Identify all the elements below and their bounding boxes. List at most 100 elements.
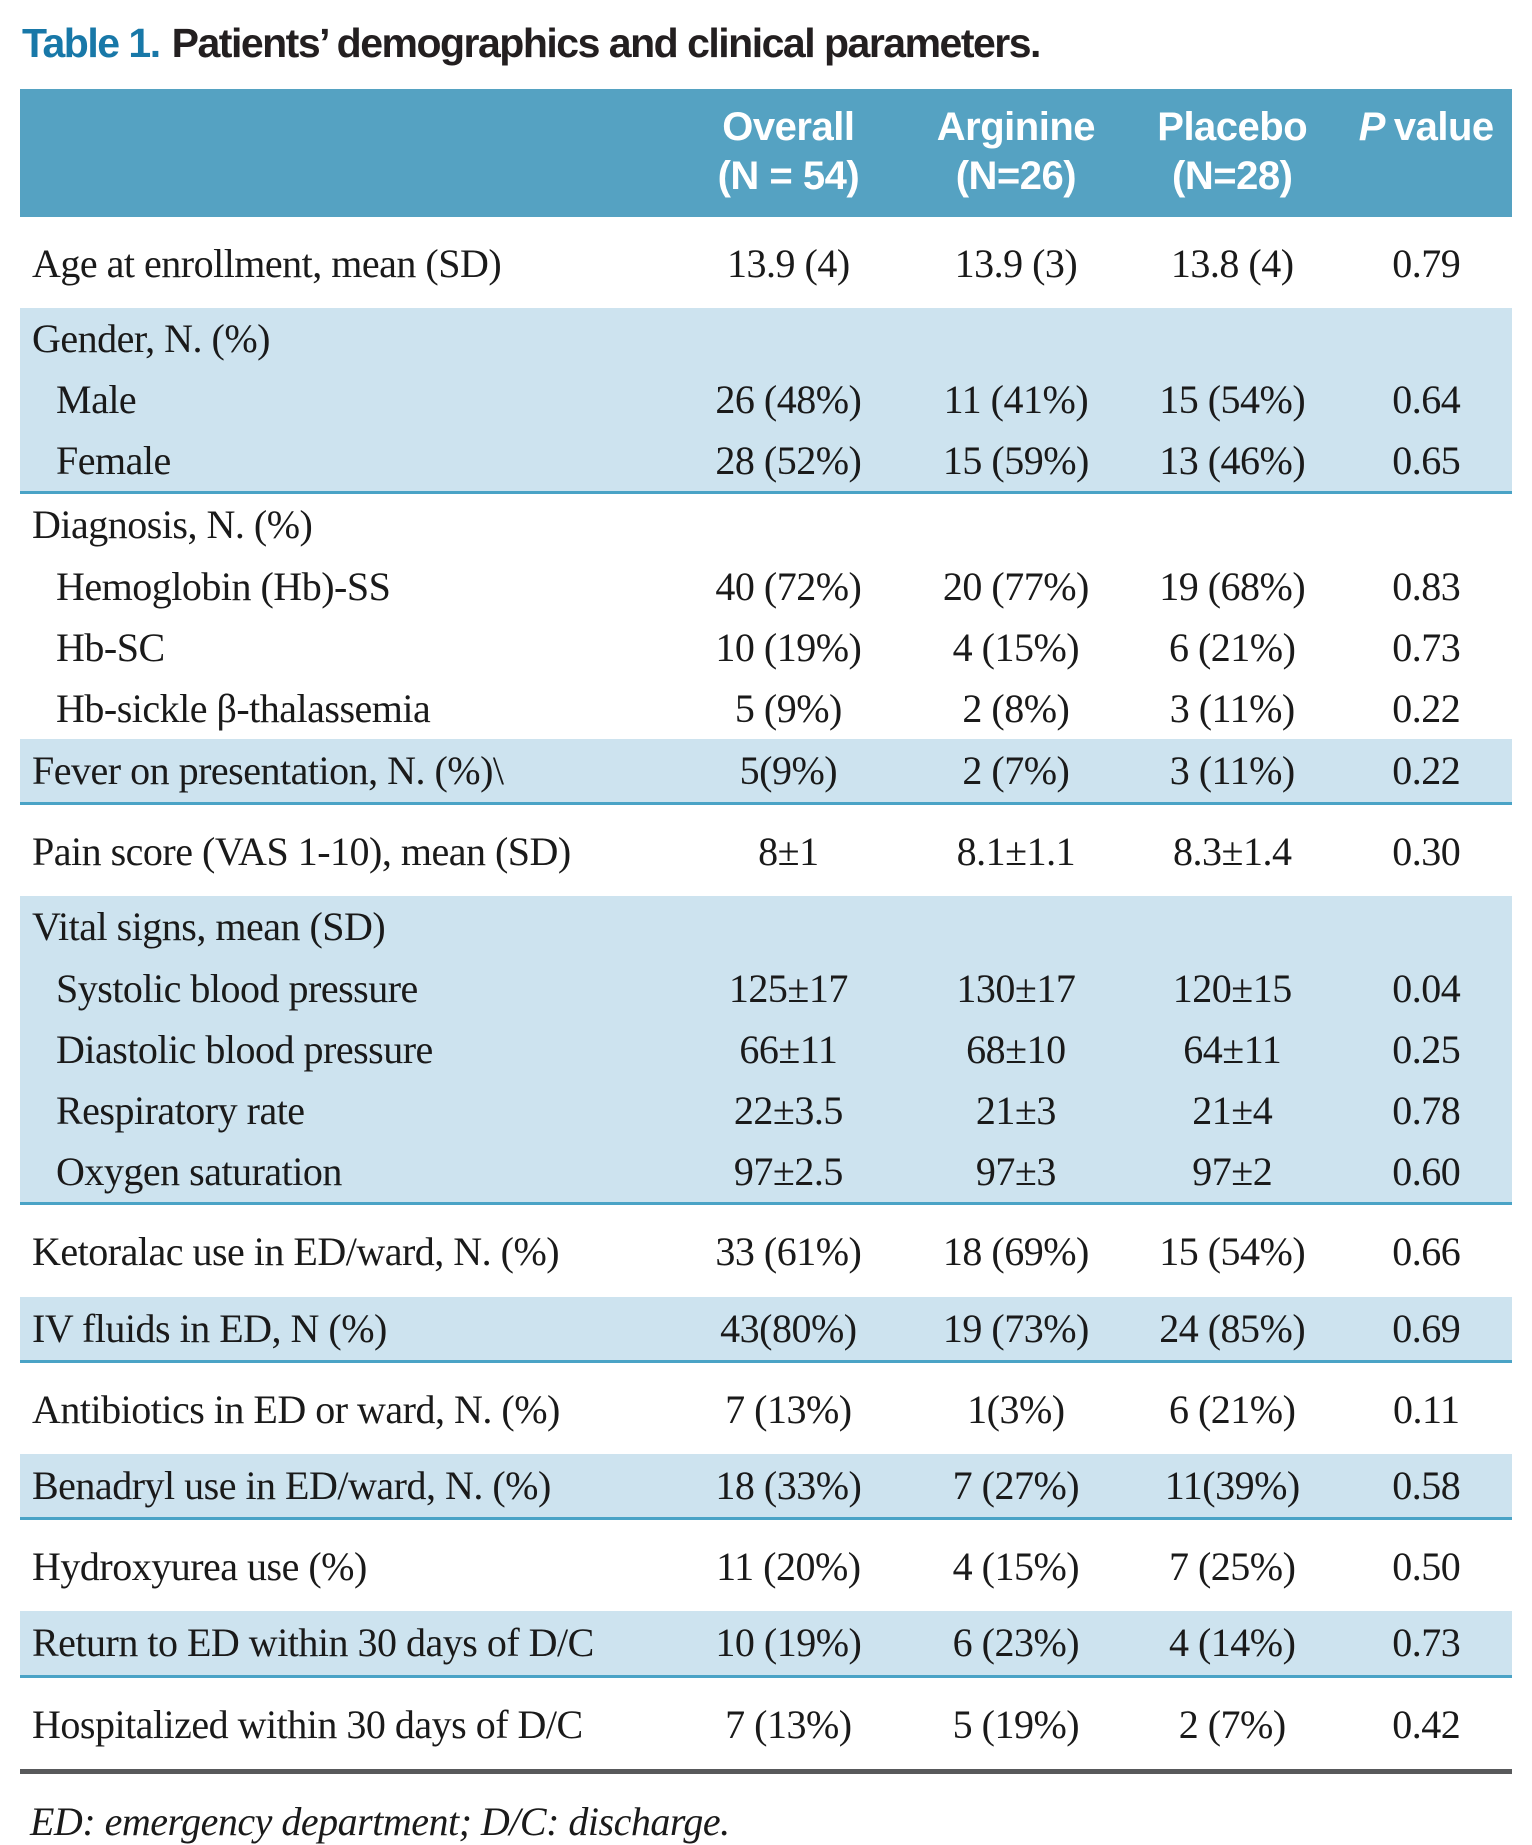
overall-value-cell: 13.9 (4) (727, 240, 850, 286)
table-row: IV fluids in ED, N (%) 43(80%) 19 (73%) 24 … (20, 1296, 1512, 1363)
p-value-cell: 0.22 (1392, 685, 1461, 731)
p-value-cell: 0.04 (1340, 957, 1512, 1019)
placebo-value-cell: 21±4 (1124, 1080, 1341, 1142)
header-row: Overall (N = 54) Arginine (N=26) Placebo… (20, 89, 1512, 217)
arginine-value-cell: 5 (19%) (907, 1676, 1125, 1774)
row-label-cell: Hb-sickle β-thalassemia (56, 685, 431, 731)
row-label-cell: Respiratory rate (20, 1080, 670, 1142)
row-label-cell: Oxygen saturation (20, 1141, 670, 1206)
overall-value-cell: 43(80%) (669, 1296, 908, 1363)
p-value-cell: 0.42 (1340, 1676, 1512, 1774)
demographics-table: Overall (N = 54) Arginine (N=26) Placebo… (20, 89, 1512, 1774)
arginine-value-cell: 1(3%) (967, 1386, 1065, 1432)
column-header-overall: Overall (N = 54) (669, 89, 908, 217)
placebo-value-cell: 19 (68%) (1159, 563, 1306, 609)
placebo-value-cell: 11(39%) (1124, 1453, 1341, 1521)
row-label-cell: Hb-SC (56, 624, 165, 670)
placebo-value-cell: 8.3±1.4 (1173, 829, 1292, 875)
row-label-cell: Pain score (VAS 1-10), mean (SD) (32, 829, 571, 875)
row-label-cell: Diagnosis, N. (%) (32, 502, 313, 548)
row-label-cell: Vital signs, mean (SD) (20, 896, 670, 958)
row-label-cell: Fever on presentation, N. (%)\ (20, 739, 670, 806)
p-value-cell: 0.79 (1392, 240, 1461, 286)
arginine-value-cell: 2 (8%) (962, 685, 1070, 731)
arginine-value-cell (907, 896, 1125, 958)
pvalue-rest: value (1393, 105, 1494, 149)
placebo-value-cell: 4 (14%) (1124, 1611, 1341, 1678)
table-row: Male 26 (48%) 11 (41%) 15 (54%) 0.64 (20, 368, 1512, 431)
row-label-cell: Diastolic blood pressure (20, 1018, 670, 1081)
row-label-cell: Ketoralac use in ED/ward, N. (%) (32, 1229, 560, 1275)
row-label-cell: Hydroxyurea use (%) (32, 1544, 367, 1590)
table-footnote: ED: emergency department; D/C: discharge… (30, 1798, 730, 1844)
pvalue-italic-p: P (1358, 105, 1386, 149)
table-title: Table 1. Patients’ demographics and clini… (22, 20, 1512, 67)
placebo-value-cell: 7 (25%) (1168, 1544, 1296, 1590)
table-row: Ketoralac use in ED/ward, N. (%) 33 (61%)… (20, 1204, 1512, 1297)
overall-value-cell: 7 (13%) (725, 1386, 852, 1432)
overall-value-cell: 125±17 (669, 957, 908, 1019)
arginine-value-cell: 7 (27%) (907, 1453, 1125, 1521)
p-value-cell: 0.30 (1392, 829, 1461, 875)
table-row: Diastolic blood pressure 66±11 68±10 64±11 0… (20, 1018, 1512, 1081)
table-row: Fever on presentation, N. (%)\ 5(9%) 2 (7%… (20, 739, 1512, 806)
placebo-value-cell (1124, 307, 1341, 369)
row-label-cell: IV fluids in ED, N (%) (20, 1296, 670, 1363)
table-title-number: Table 1. (22, 20, 161, 66)
header-corner-cell (20, 89, 670, 217)
table-header: Overall (N = 54) Arginine (N=26) Placebo… (20, 89, 1512, 217)
p-value-cell: 0.69 (1340, 1296, 1512, 1363)
p-value-cell: 0.50 (1392, 1544, 1461, 1590)
row-label-cell: Antibiotics in ED or ward, N. (%) (32, 1386, 560, 1432)
column-header-overall-line1: Overall (722, 105, 855, 149)
overall-value-cell: 97±2.5 (669, 1141, 908, 1206)
arginine-value-cell: 4 (15%) (952, 1544, 1080, 1590)
overall-value-cell (669, 896, 908, 958)
p-value-cell: 0.11 (1392, 1386, 1460, 1432)
arginine-value-cell: 130±17 (907, 957, 1125, 1019)
column-header-placebo-line2: (N=28) (1172, 153, 1293, 198)
overall-value-cell: 10 (19%) (715, 624, 862, 670)
p-value-cell: 0.64 (1340, 368, 1512, 431)
column-header-arginine-line2: (N=26) (955, 153, 1077, 198)
p-value-cell (1340, 307, 1512, 369)
table-row: Hospitalized within 30 days of D/C 7 (13%… (20, 1676, 1512, 1774)
p-value-cell: 0.58 (1340, 1453, 1512, 1521)
placebo-value-cell: 15 (54%) (1124, 368, 1341, 431)
placebo-value-cell: 2 (7%) (1124, 1676, 1341, 1774)
arginine-value-cell: 18 (69%) (942, 1229, 1089, 1275)
table-row: Hb-sickle β-thalassemia 5 (9%) 2 (8%) 3 (11… (20, 678, 1512, 739)
arginine-value-cell: 15 (59%) (907, 430, 1125, 495)
placebo-value-cell: 24 (85%) (1124, 1296, 1341, 1363)
arginine-value-cell: 97±3 (907, 1141, 1125, 1206)
arginine-value-cell (907, 307, 1125, 369)
row-label-cell: Return to ED within 30 days of D/C (20, 1611, 670, 1678)
column-header-placebo: Placebo (N=28) (1124, 89, 1341, 217)
overall-value-cell: 26 (48%) (669, 368, 908, 431)
overall-value-cell: 66±11 (669, 1018, 908, 1081)
overall-value-cell: 8±1 (758, 829, 819, 875)
p-value-cell: 0.60 (1340, 1141, 1512, 1206)
overall-value-cell: 5(9%) (669, 739, 908, 806)
table-row: Benadryl use in ED/ward, N. (%) 18 (33%) 7… (20, 1453, 1512, 1521)
p-value-cell: 0.73 (1392, 624, 1461, 670)
table-row: Systolic blood pressure 125±17 130±17 120±1… (20, 957, 1512, 1019)
overall-value-cell: 5 (9%) (734, 685, 842, 731)
placebo-value-cell: 64±11 (1124, 1018, 1341, 1081)
table-row: Respiratory rate 22±3.5 21±3 21±4 0.78 (20, 1080, 1512, 1142)
row-label-cell: Benadryl use in ED/ward, N. (%) (20, 1453, 670, 1521)
row-label-cell: Male (20, 368, 670, 431)
placebo-value-cell: 120±15 (1124, 957, 1341, 1019)
row-label-cell: Systolic blood pressure (20, 957, 670, 1019)
p-value-cell: 0.65 (1340, 430, 1512, 495)
arginine-value-cell: 8.1±1.1 (956, 829, 1076, 875)
table-row: Gender, N. (%) (20, 307, 1512, 369)
arginine-value-cell: 4 (15%) (952, 624, 1080, 670)
overall-value-cell: 18 (33%) (669, 1453, 908, 1521)
placebo-value-cell: 13.8 (4) (1170, 240, 1294, 286)
p-value-cell: 0.83 (1392, 563, 1461, 609)
placebo-value-cell: 15 (54%) (1159, 1229, 1306, 1275)
